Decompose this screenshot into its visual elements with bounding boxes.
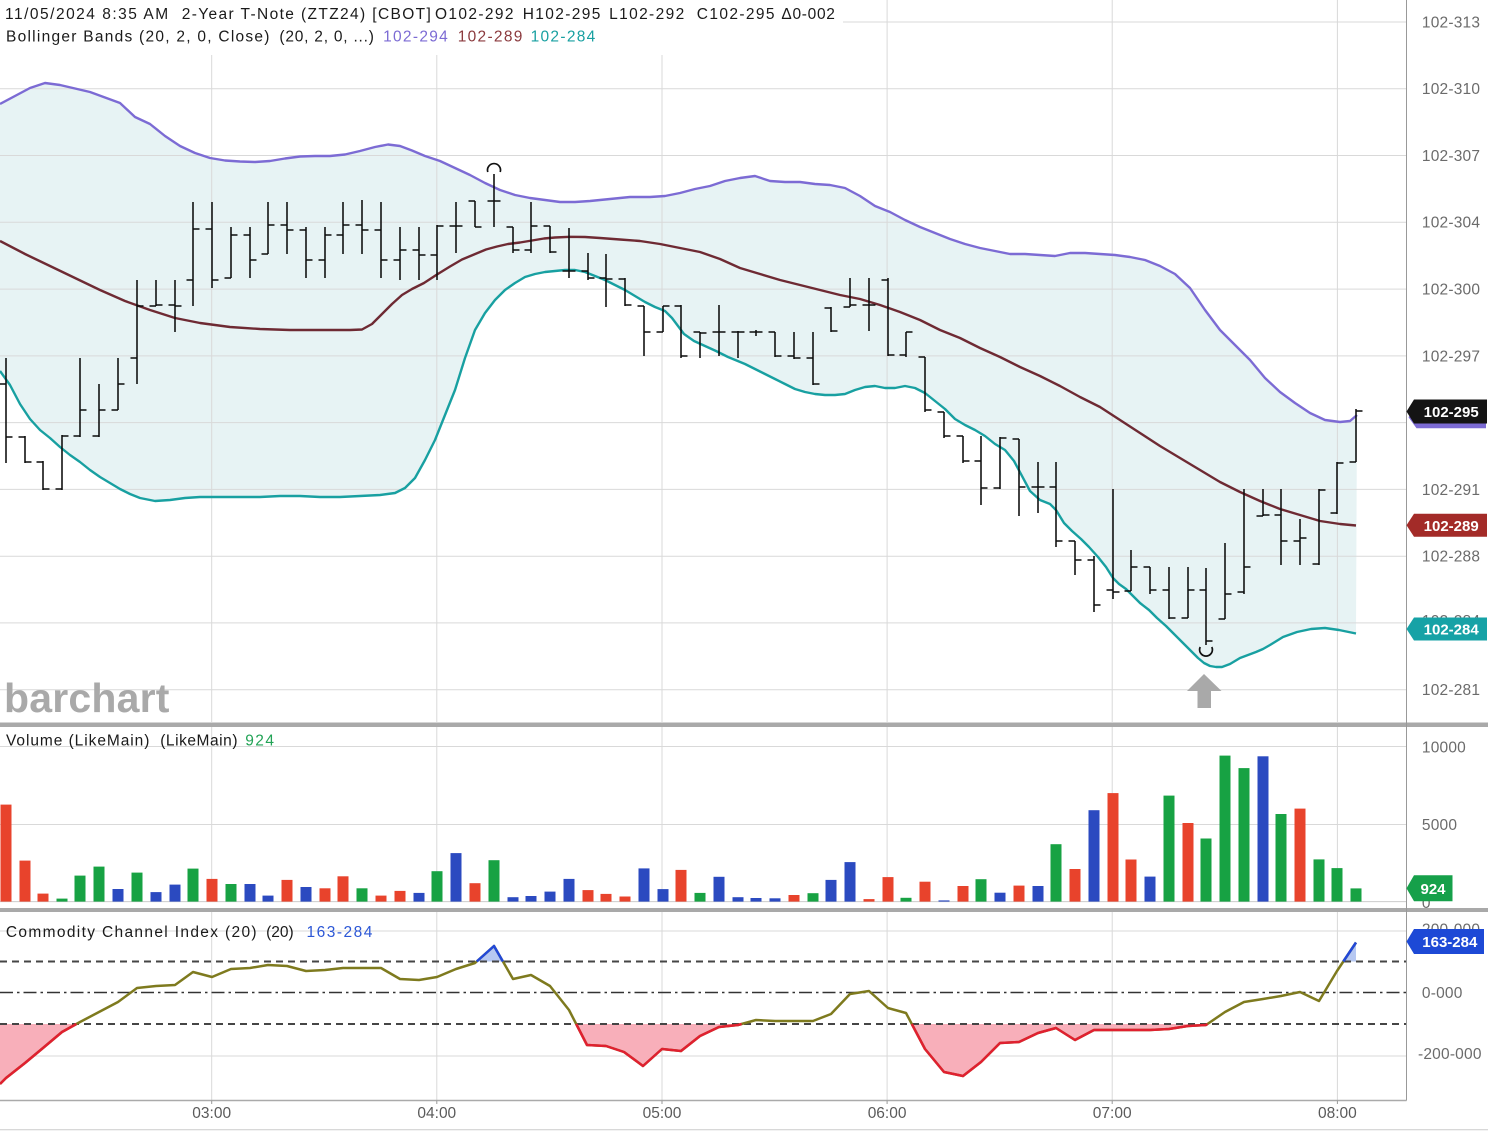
svg-text:06:00: 06:00 (868, 1105, 907, 1122)
svg-text:-200-000: -200-000 (1418, 1046, 1482, 1063)
svg-text:Volume (LikeMain): Volume (LikeMain) (6, 733, 150, 750)
svg-text:2-Year T-Note (ZTZ24) [CBOT]: 2-Year T-Note (ZTZ24) [CBOT] (182, 6, 433, 23)
svg-text:102-300: 102-300 (1422, 282, 1480, 299)
svg-text:(20, 2, 0, ...): (20, 2, 0, ...) (279, 29, 374, 46)
svg-text:0: 0 (1422, 895, 1431, 912)
svg-text:163-284: 163-284 (1422, 934, 1478, 951)
svg-text:C102-295: C102-295 (697, 6, 776, 23)
svg-text:102-307: 102-307 (1422, 148, 1480, 165)
svg-text:(20): (20) (266, 924, 294, 941)
svg-text:O102-292: O102-292 (435, 6, 515, 23)
svg-text:102-288: 102-288 (1422, 549, 1480, 566)
svg-text:03:00: 03:00 (192, 1105, 231, 1122)
svg-text:0-000: 0-000 (1422, 985, 1463, 1002)
svg-text:102-289: 102-289 (458, 29, 524, 46)
svg-text:H102-295: H102-295 (523, 6, 602, 23)
svg-text:102-294: 102-294 (383, 29, 449, 46)
svg-text:Bollinger Bands (20, 2, 0, Clo: Bollinger Bands (20, 2, 0, Close) (6, 29, 271, 46)
svg-text:102-304: 102-304 (1422, 215, 1480, 232)
svg-text:11/05/2024 8:35 AM: 11/05/2024 8:35 AM (5, 6, 170, 23)
svg-text:10000: 10000 (1422, 739, 1466, 756)
svg-text:924: 924 (245, 733, 275, 750)
svg-text:102-295: 102-295 (1424, 404, 1479, 421)
svg-text:05:00: 05:00 (643, 1105, 682, 1122)
svg-text:102-289: 102-289 (1424, 518, 1479, 535)
svg-text:L102-292: L102-292 (609, 6, 685, 23)
svg-text:163-284: 163-284 (307, 924, 374, 941)
svg-text:102-291: 102-291 (1422, 482, 1480, 499)
svg-text:102-284: 102-284 (1424, 622, 1480, 639)
svg-text:Commodity Channel Index (20): Commodity Channel Index (20) (6, 924, 258, 941)
svg-text:102-284: 102-284 (531, 29, 597, 46)
svg-text:5000: 5000 (1422, 817, 1457, 834)
svg-text:08:00: 08:00 (1318, 1105, 1357, 1122)
svg-text:barchart: barchart (4, 675, 170, 721)
svg-text:04:00: 04:00 (417, 1105, 456, 1122)
svg-text:102-310: 102-310 (1422, 81, 1480, 98)
svg-text:(LikeMain): (LikeMain) (160, 733, 238, 750)
svg-text:102-313: 102-313 (1422, 14, 1480, 31)
svg-text:102-297: 102-297 (1422, 348, 1480, 365)
svg-text:07:00: 07:00 (1093, 1105, 1132, 1122)
svg-text:Δ0-002: Δ0-002 (781, 6, 835, 23)
svg-text:102-281: 102-281 (1422, 682, 1480, 699)
svg-text:924: 924 (1420, 881, 1446, 898)
